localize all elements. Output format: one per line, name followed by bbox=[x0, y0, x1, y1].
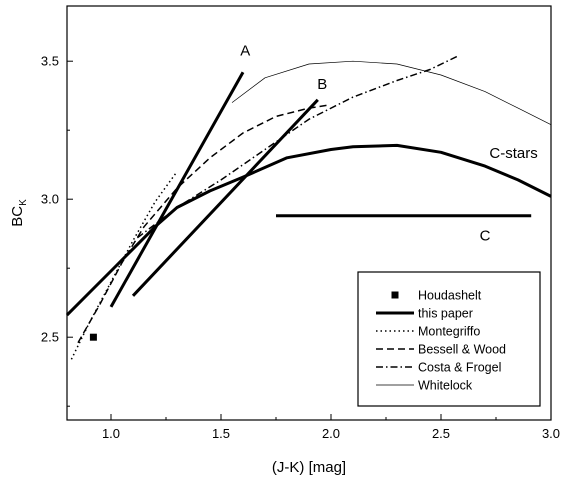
series-this-paper-line bbox=[65, 143, 552, 317]
series-layer bbox=[65, 55, 552, 360]
line-label-c: C bbox=[480, 228, 491, 245]
x-axis-ticks: 1.0 1.5 2.0 2.5 3.0 bbox=[102, 414, 560, 441]
legend-whitelock-label: Whitelock bbox=[418, 379, 473, 393]
legend-box bbox=[357, 271, 541, 407]
reference-lines: A B C bbox=[109, 43, 532, 308]
x-tick-label: 3.0 bbox=[542, 426, 560, 441]
series-bessell-and-wood-line bbox=[77, 104, 327, 344]
y-tick-label: 3.0 bbox=[41, 192, 59, 207]
legend-this-paper-label: this paper bbox=[418, 307, 473, 321]
x-tick-label: 2.0 bbox=[322, 426, 340, 441]
y-axis-title-sub: K bbox=[18, 199, 29, 206]
y-axis-title: BCK bbox=[9, 199, 29, 227]
line-label-b: B bbox=[317, 76, 327, 93]
line-label-a: A bbox=[240, 43, 250, 60]
x-tick-label: 2.5 bbox=[432, 426, 450, 441]
legend: Houdashelt this paper Montegriffo Bessell &… bbox=[357, 271, 541, 407]
y-tick-label: 3.5 bbox=[41, 54, 59, 69]
x-axis-title: (J-K) [mag] bbox=[272, 459, 346, 476]
legend-houdashelt-label: Houdashelt bbox=[418, 289, 482, 303]
x-tick-label: 1.0 bbox=[102, 426, 120, 441]
legend-houdashelt-swatch bbox=[391, 291, 399, 299]
series-whitelock-line bbox=[231, 60, 552, 126]
plot-frame bbox=[66, 5, 552, 421]
legend-montegriffo-label: Montegriffo bbox=[418, 325, 480, 339]
series-costa-and-frogel-line bbox=[136, 55, 459, 239]
legend-costa-and-frogel-label: Costa & Frogel bbox=[418, 361, 501, 375]
y-axis-ticks: 2.5 3.0 3.5 bbox=[41, 54, 73, 407]
legend-bessell-and-wood-label: Bessell & Wood bbox=[418, 343, 506, 357]
x-tick-label: 1.5 bbox=[212, 426, 230, 441]
annotation-c-stars: C-stars bbox=[489, 145, 537, 162]
annotations: C-stars bbox=[489, 145, 537, 162]
y-axis-title-main: BC bbox=[9, 206, 26, 227]
line-a bbox=[109, 71, 245, 308]
y-tick-label: 2.5 bbox=[41, 330, 59, 345]
series-houdashelt-point bbox=[89, 333, 97, 341]
line-b bbox=[131, 98, 319, 297]
